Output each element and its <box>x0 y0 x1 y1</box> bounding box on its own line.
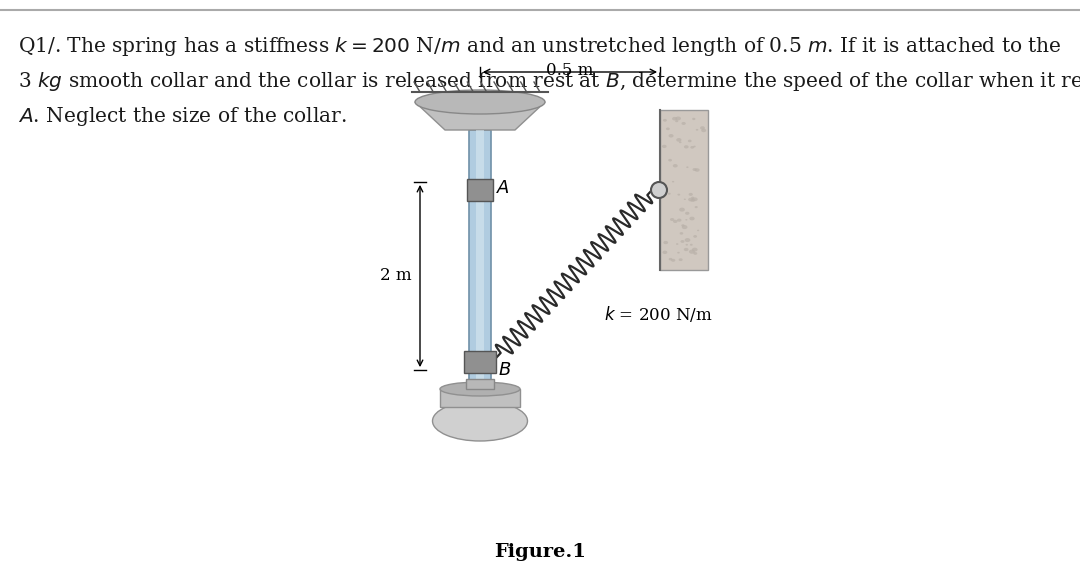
Ellipse shape <box>672 117 677 121</box>
Ellipse shape <box>692 197 698 201</box>
Ellipse shape <box>679 208 685 212</box>
Bar <box>464 351 496 373</box>
Text: Figure.1: Figure.1 <box>494 543 586 561</box>
Ellipse shape <box>415 90 545 114</box>
Ellipse shape <box>686 219 688 220</box>
Ellipse shape <box>696 129 699 130</box>
Text: Q1/. The spring has a stiffness $k = 200$ N$/m$ and an unstretched length of 0.5: Q1/. The spring has a stiffness $k = 200… <box>18 35 1062 58</box>
Ellipse shape <box>684 198 686 200</box>
Ellipse shape <box>432 401 527 441</box>
Ellipse shape <box>680 240 685 243</box>
Polygon shape <box>415 102 545 130</box>
Ellipse shape <box>663 241 669 244</box>
Ellipse shape <box>685 212 689 215</box>
Ellipse shape <box>673 220 677 223</box>
Text: $A$: $A$ <box>496 179 510 197</box>
Ellipse shape <box>689 193 693 196</box>
Ellipse shape <box>684 248 689 251</box>
Bar <box>440 389 519 407</box>
Ellipse shape <box>685 238 690 242</box>
Ellipse shape <box>689 249 694 254</box>
Ellipse shape <box>671 259 675 262</box>
Ellipse shape <box>692 168 697 171</box>
Ellipse shape <box>690 244 692 246</box>
Ellipse shape <box>666 128 670 130</box>
Text: $B$: $B$ <box>498 361 511 379</box>
Bar <box>476 130 484 385</box>
Ellipse shape <box>677 194 680 195</box>
Ellipse shape <box>693 252 698 255</box>
Ellipse shape <box>700 126 705 129</box>
Text: 2 m: 2 m <box>380 267 411 285</box>
Ellipse shape <box>694 168 700 172</box>
Ellipse shape <box>670 218 674 221</box>
Ellipse shape <box>663 119 666 122</box>
Text: $k$ = 200 N/m: $k$ = 200 N/m <box>604 304 713 324</box>
Text: 3 $kg$ smooth collar and the collar is released from rest at $B$, determine the : 3 $kg$ smooth collar and the collar is r… <box>18 70 1080 93</box>
Ellipse shape <box>679 142 681 143</box>
Ellipse shape <box>701 129 706 132</box>
Ellipse shape <box>667 193 671 195</box>
Ellipse shape <box>676 138 681 142</box>
Ellipse shape <box>688 198 693 201</box>
Ellipse shape <box>692 118 696 120</box>
Bar <box>660 110 708 270</box>
Ellipse shape <box>669 258 673 260</box>
Bar <box>469 130 491 385</box>
Ellipse shape <box>692 248 698 252</box>
Ellipse shape <box>693 146 696 147</box>
Ellipse shape <box>686 166 689 168</box>
Ellipse shape <box>681 224 685 227</box>
Ellipse shape <box>678 258 683 261</box>
Bar <box>465 379 494 389</box>
Ellipse shape <box>690 146 694 148</box>
Bar <box>467 179 492 201</box>
Text: 0.5 m: 0.5 m <box>546 62 594 79</box>
Ellipse shape <box>691 197 694 199</box>
Ellipse shape <box>669 159 672 161</box>
Ellipse shape <box>679 232 684 235</box>
Ellipse shape <box>690 199 696 202</box>
Ellipse shape <box>684 145 689 148</box>
Ellipse shape <box>681 225 688 229</box>
Ellipse shape <box>686 244 688 245</box>
Ellipse shape <box>688 140 691 142</box>
Ellipse shape <box>440 382 519 396</box>
Ellipse shape <box>662 145 666 148</box>
Text: $A$. Neglect the size of the collar.: $A$. Neglect the size of the collar. <box>18 105 347 128</box>
Ellipse shape <box>697 230 699 231</box>
Ellipse shape <box>681 122 686 125</box>
Ellipse shape <box>693 235 697 238</box>
Ellipse shape <box>675 120 678 122</box>
Ellipse shape <box>672 181 674 183</box>
Ellipse shape <box>677 219 681 222</box>
Ellipse shape <box>694 206 698 208</box>
Ellipse shape <box>669 134 674 137</box>
Ellipse shape <box>689 217 694 220</box>
Ellipse shape <box>675 117 681 121</box>
Ellipse shape <box>676 243 678 245</box>
Ellipse shape <box>677 252 679 253</box>
Ellipse shape <box>662 251 667 254</box>
Circle shape <box>651 182 667 198</box>
Ellipse shape <box>673 164 678 168</box>
